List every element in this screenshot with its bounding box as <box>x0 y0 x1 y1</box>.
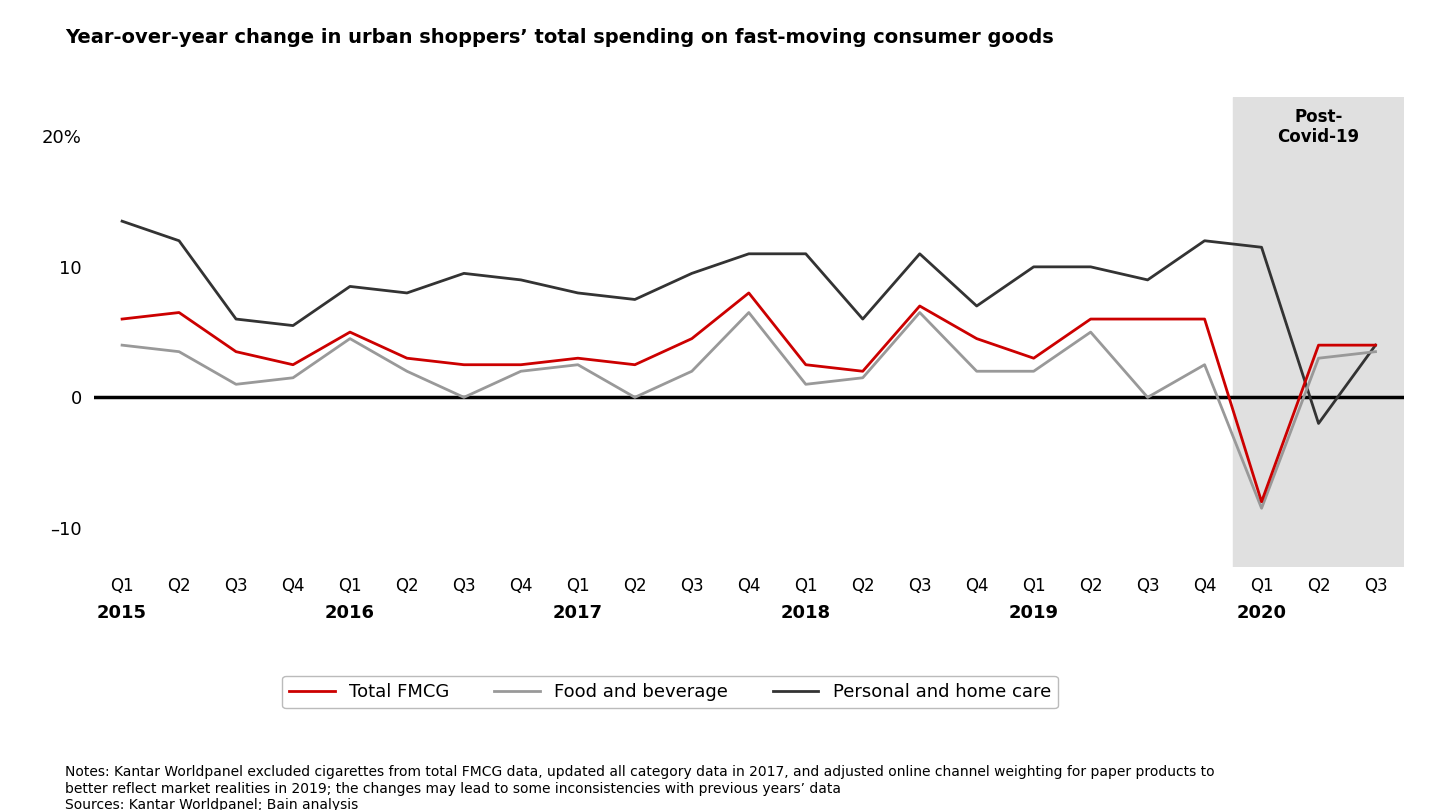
Text: 2020: 2020 <box>1237 603 1286 621</box>
Text: Notes: Kantar Worldpanel excluded cigarettes from total FMCG data, updated all c: Notes: Kantar Worldpanel excluded cigare… <box>65 765 1214 810</box>
Text: 2016: 2016 <box>325 603 374 621</box>
Legend: Total FMCG, Food and beverage, Personal and home care: Total FMCG, Food and beverage, Personal … <box>282 676 1058 708</box>
Text: Post-
Covid-19: Post- Covid-19 <box>1277 108 1359 147</box>
Text: 2019: 2019 <box>1008 603 1058 621</box>
Text: Year-over-year change in urban shoppers’ total spending on fast-moving consumer : Year-over-year change in urban shoppers’… <box>65 28 1054 47</box>
Text: 2017: 2017 <box>553 603 603 621</box>
Bar <box>1233 97 1404 567</box>
Text: 2018: 2018 <box>780 603 831 621</box>
Text: 2015: 2015 <box>96 603 147 621</box>
